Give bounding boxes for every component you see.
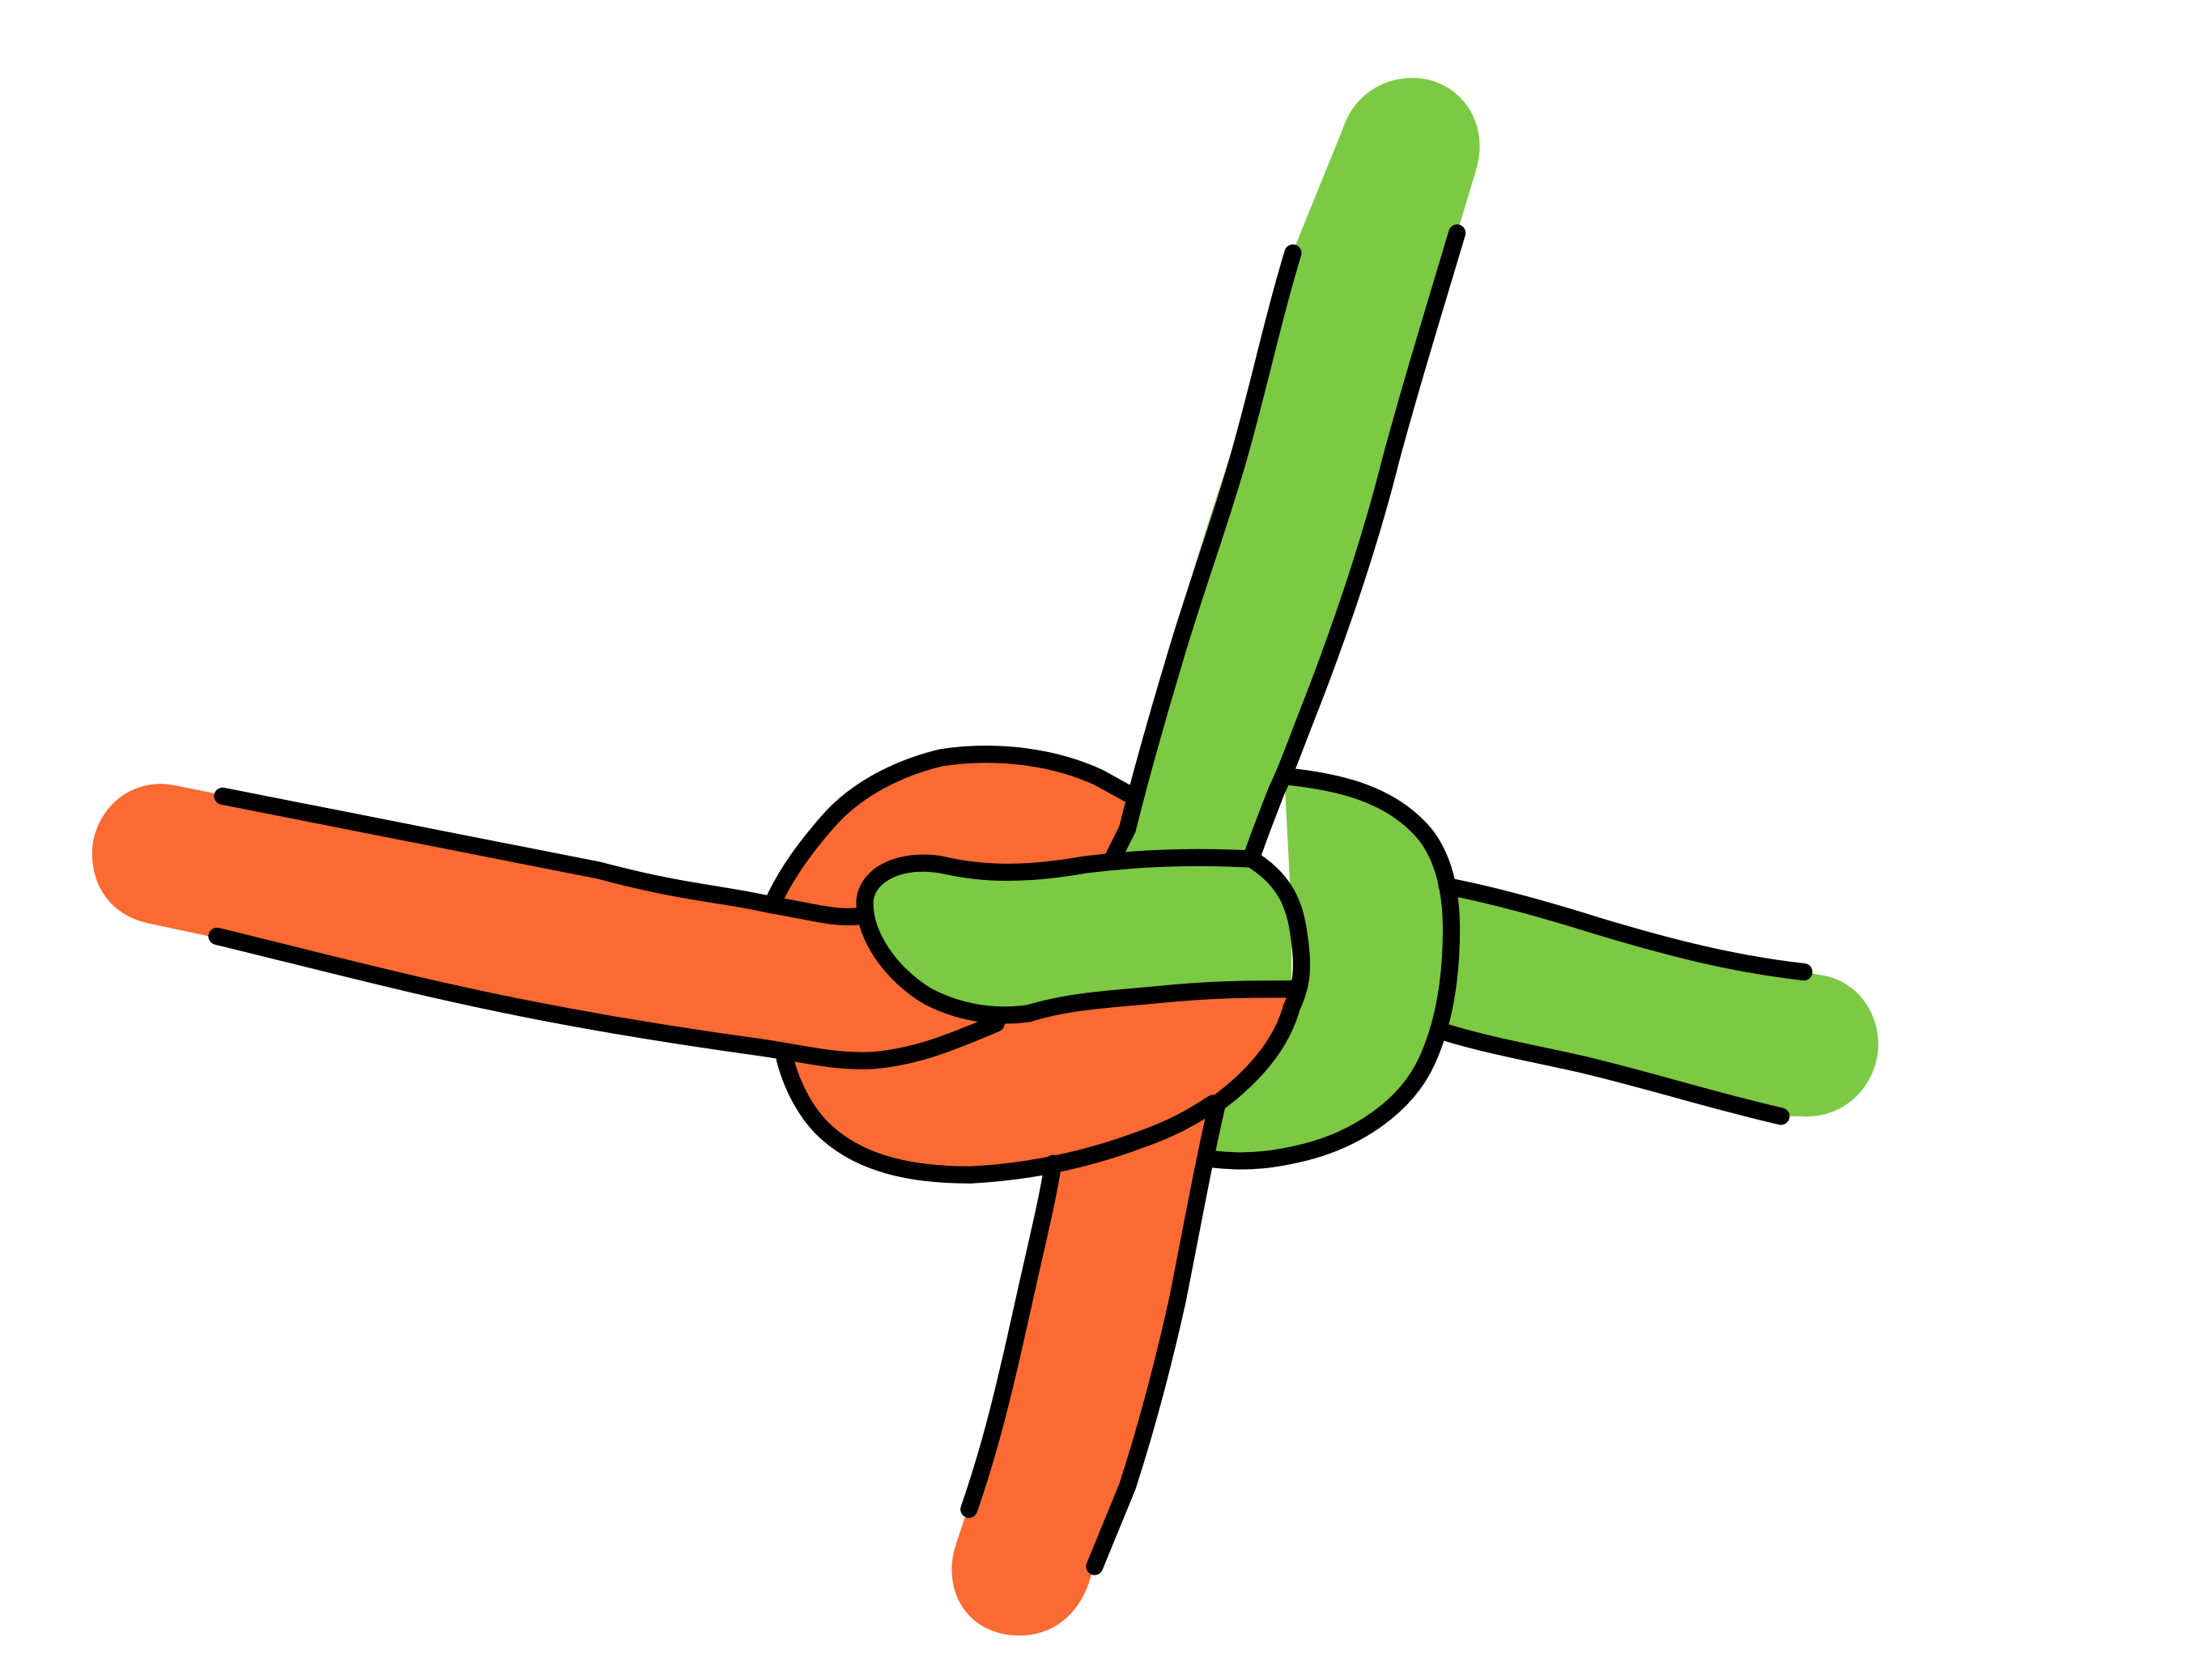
green-knot-right-edge bbox=[1204, 767, 1461, 1170]
orange-bottom-arm-left-edge bbox=[960, 1154, 1062, 1518]
green-right-arm-top-edge bbox=[1438, 878, 1813, 981]
green-top-arm-left-edge bbox=[1104, 244, 1302, 866]
green-knot-loop-edge bbox=[1208, 850, 1311, 1112]
orange-knot-bottom-edge bbox=[776, 1050, 1222, 1184]
orange-rope-left-arm bbox=[91, 784, 942, 1054]
green-knot-inner-upper-edge bbox=[856, 848, 1259, 1024]
orange-bottom-arm-right-edge bbox=[1086, 1095, 1227, 1575]
green-rope-top-arm bbox=[1112, 78, 1480, 861]
orange-left-arm-bottom-edge bbox=[208, 927, 1005, 1069]
green-top-arm-right-edge bbox=[1243, 224, 1466, 866]
green-right-arm-bottom-edge bbox=[1431, 1022, 1790, 1125]
green-knot-inner-lower-edge bbox=[1020, 980, 1302, 1022]
orange-rope-bottom-arm bbox=[951, 1100, 1214, 1636]
orange-knot-top-edge bbox=[763, 746, 1137, 914]
green-rope-right-arm bbox=[1438, 886, 1878, 1117]
orange-left-arm-top-edge bbox=[214, 787, 868, 926]
